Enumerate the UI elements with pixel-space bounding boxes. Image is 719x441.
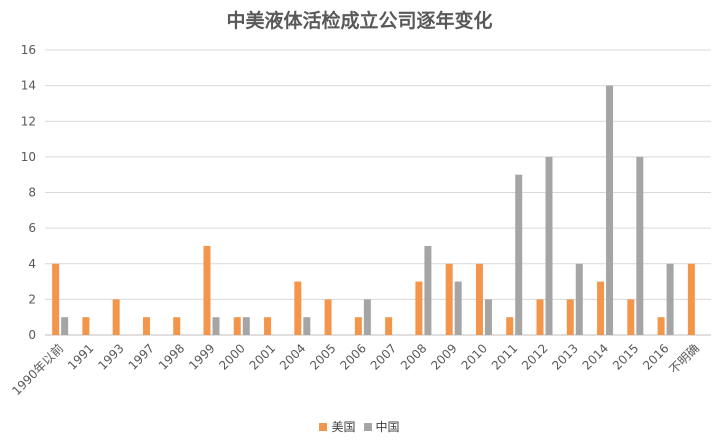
bar-us: [173, 317, 181, 335]
bar-cn: [636, 156, 644, 335]
bar-cn: [454, 281, 462, 335]
bar-cn: [575, 263, 583, 335]
bar-cn: [61, 317, 69, 335]
bar-us: [566, 299, 574, 335]
y-tick-label: 12: [21, 114, 36, 128]
legend-item-cn: 中国: [363, 418, 400, 435]
bar-us: [52, 263, 60, 335]
y-tick-label: 16: [21, 43, 36, 57]
x-tick-label: 1997: [126, 341, 157, 372]
bar-cn: [484, 299, 492, 335]
y-tick-label: 6: [28, 221, 36, 235]
y-tick-label: 10: [21, 150, 36, 164]
y-tick-label: 2: [28, 292, 36, 306]
bar-cn: [606, 85, 614, 335]
bar-cn: [212, 317, 220, 335]
y-tick-label: 4: [28, 257, 36, 271]
bar-us: [264, 317, 272, 335]
x-tick-label: 2010: [459, 341, 490, 372]
x-tick-label: 2006: [337, 341, 368, 372]
x-tick-label: 2014: [580, 341, 611, 372]
x-tick-label: 2007: [368, 341, 399, 372]
x-tick-label: 2009: [428, 341, 459, 372]
bar-cn: [666, 263, 674, 335]
bar-us: [687, 263, 695, 335]
bar-us: [627, 299, 635, 335]
x-tick-label: 1991: [65, 341, 96, 372]
bar-cn: [242, 317, 250, 335]
bar-us: [82, 317, 90, 335]
x-tick-label: 不明确: [667, 341, 702, 376]
legend: 美国 中国: [0, 418, 719, 435]
bar-us: [203, 245, 211, 335]
bar-cn: [424, 245, 432, 335]
bar-us: [415, 281, 423, 335]
x-tick-label: 2001: [247, 341, 278, 372]
bar-us: [597, 281, 605, 335]
y-tick-label: 0: [28, 328, 36, 342]
x-tick-label: 2015: [610, 341, 641, 372]
x-tick-label: 2008: [398, 341, 429, 372]
bar-us: [324, 299, 332, 335]
legend-label: 美国: [331, 420, 356, 434]
bar-us: [445, 263, 453, 335]
legend-swatch: [363, 422, 372, 431]
legend-label: 中国: [375, 420, 400, 434]
x-tick-label: 2000: [216, 341, 247, 372]
x-tick-label: 2013: [549, 341, 580, 372]
x-tick-label: 2012: [519, 341, 550, 372]
bar-cn: [363, 299, 371, 335]
y-tick-label: 8: [28, 186, 36, 200]
x-tick-label: 1990年以前: [9, 341, 67, 399]
legend-item-us: 美国: [319, 418, 356, 435]
bar-us: [657, 317, 665, 335]
bar-us: [294, 281, 302, 335]
bar-cn: [515, 174, 523, 335]
chart-title: 中美液体活检成立公司逐年变化: [226, 10, 493, 32]
x-tick-label: 2005: [307, 341, 338, 372]
bar-cn: [303, 317, 311, 335]
bar-us: [506, 317, 514, 335]
bar-us: [354, 317, 362, 335]
x-tick-label: 1998: [156, 341, 187, 372]
bar-us: [112, 299, 120, 335]
x-tick-label: 2011: [489, 341, 520, 372]
y-tick-label: 14: [21, 79, 36, 93]
bar-us: [233, 317, 241, 335]
x-tick-label: 1999: [186, 341, 217, 372]
bar-us: [536, 299, 544, 335]
x-tick-label: 2004: [277, 341, 308, 372]
bar-us: [385, 317, 393, 335]
bar-us: [142, 317, 150, 335]
bar-cn: [545, 156, 553, 335]
legend-swatch: [319, 422, 328, 431]
x-tick-label: 1993: [95, 341, 126, 372]
bar-us: [475, 263, 483, 335]
